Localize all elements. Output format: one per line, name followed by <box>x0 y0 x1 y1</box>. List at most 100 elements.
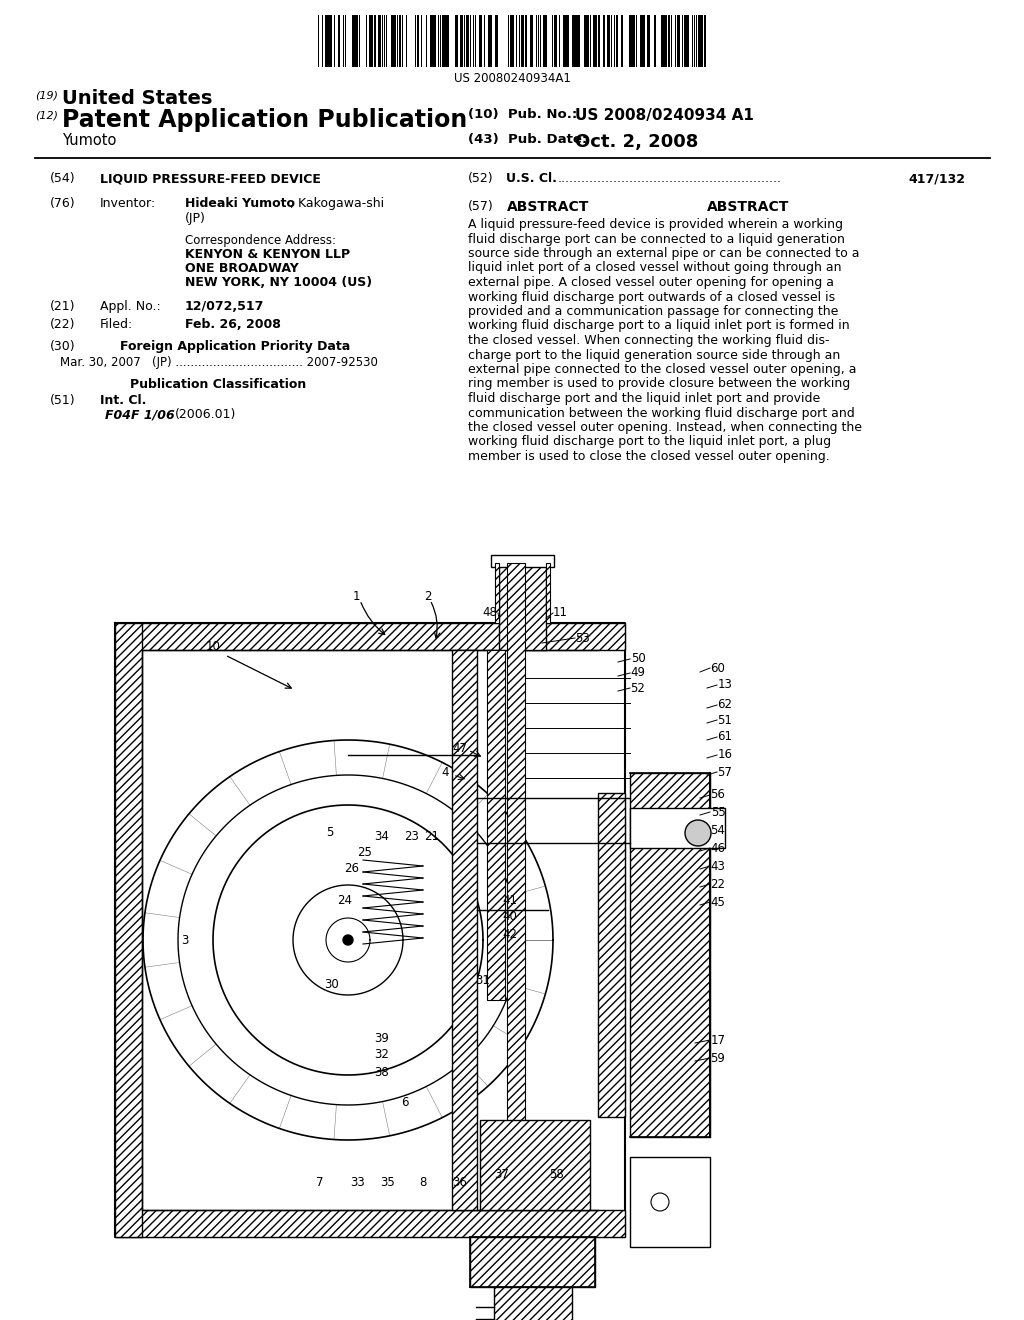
Bar <box>630 1158 710 1247</box>
Text: (54): (54) <box>50 172 76 185</box>
Text: 48: 48 <box>482 606 498 619</box>
Text: (76): (76) <box>50 197 76 210</box>
Bar <box>653 15 655 67</box>
Bar <box>358 15 360 67</box>
Text: 35: 35 <box>381 1176 395 1188</box>
Bar <box>466 15 469 67</box>
Text: (JP): (JP) <box>185 213 206 224</box>
Bar <box>115 623 625 649</box>
Bar <box>510 15 514 67</box>
Bar <box>402 15 403 67</box>
Bar <box>630 774 710 1137</box>
Bar <box>525 15 527 67</box>
Text: 47: 47 <box>453 742 468 755</box>
Bar <box>379 15 381 67</box>
Bar <box>479 15 482 67</box>
Text: 51: 51 <box>718 714 732 726</box>
Text: working fluid discharge port to a liquid inlet port is formed in: working fluid discharge port to a liquid… <box>468 319 850 333</box>
Bar <box>684 15 689 67</box>
Text: Yumoto: Yumoto <box>62 133 117 148</box>
Bar <box>529 15 534 67</box>
Text: 2: 2 <box>424 590 432 603</box>
Bar <box>543 15 547 67</box>
Text: 42: 42 <box>503 928 517 941</box>
Bar <box>598 793 625 1117</box>
Text: Hideaki Yumoto: Hideaki Yumoto <box>185 197 295 210</box>
Text: (57): (57) <box>468 201 494 213</box>
Text: working fluid discharge port outwards of a closed vessel is: working fluid discharge port outwards of… <box>468 290 836 304</box>
Bar <box>630 808 725 847</box>
Bar <box>495 564 499 623</box>
Text: (10)  Pub. No.:: (10) Pub. No.: <box>468 108 578 121</box>
Text: fluid discharge port and the liquid inlet port and provide: fluid discharge port and the liquid inle… <box>468 392 820 405</box>
Bar <box>115 623 142 1237</box>
Text: 61: 61 <box>718 730 732 743</box>
Text: external pipe. A closed vessel outer opening for opening a: external pipe. A closed vessel outer ope… <box>468 276 834 289</box>
Bar <box>598 15 600 67</box>
Text: fluid discharge port can be connected to a liquid generation: fluid discharge port can be connected to… <box>468 232 845 246</box>
Text: 39: 39 <box>375 1031 389 1044</box>
Text: Inventor:: Inventor: <box>100 197 156 210</box>
Text: (21): (21) <box>50 300 76 313</box>
Bar <box>488 15 493 67</box>
Text: 4: 4 <box>441 767 449 780</box>
Text: 54: 54 <box>711 824 725 837</box>
Bar <box>698 15 703 67</box>
Text: 59: 59 <box>711 1052 725 1064</box>
Bar <box>520 15 524 67</box>
Bar <box>470 1237 595 1287</box>
Text: 33: 33 <box>350 1176 366 1188</box>
Bar <box>593 15 597 67</box>
Bar <box>616 15 618 67</box>
Text: 36: 36 <box>453 1176 467 1188</box>
Text: 23: 23 <box>404 829 420 842</box>
Text: ABSTRACT: ABSTRACT <box>707 201 790 214</box>
Bar <box>584 15 589 67</box>
Text: member is used to close the closed vessel outer opening.: member is used to close the closed vesse… <box>468 450 829 463</box>
Circle shape <box>651 1193 669 1210</box>
Bar <box>338 15 340 67</box>
Text: 37: 37 <box>495 1168 509 1181</box>
Bar <box>487 649 505 1001</box>
Text: ring member is used to provide closure between the working: ring member is used to provide closure b… <box>468 378 850 391</box>
Text: 30: 30 <box>325 978 339 991</box>
Text: the closed vessel outer opening. Instead, when connecting the: the closed vessel outer opening. Instead… <box>468 421 862 434</box>
Bar <box>646 15 649 67</box>
Text: U.S. Cl.: U.S. Cl. <box>506 172 557 185</box>
Bar <box>705 15 707 67</box>
Bar <box>322 15 323 67</box>
Text: 45: 45 <box>711 895 725 908</box>
Text: (22): (22) <box>50 318 76 331</box>
Text: , Kakogawa-shi: , Kakogawa-shi <box>290 197 384 210</box>
Bar <box>540 15 541 67</box>
Text: (52): (52) <box>468 172 494 185</box>
Bar <box>621 15 623 67</box>
Text: Publication Classification: Publication Classification <box>130 378 306 391</box>
Bar <box>326 15 332 67</box>
Text: 16: 16 <box>718 748 732 762</box>
Bar <box>399 15 401 67</box>
Text: Patent Application Publication: Patent Application Publication <box>62 108 467 132</box>
Bar <box>640 15 645 67</box>
Text: working fluid discharge port to the liquid inlet port, a plug: working fluid discharge port to the liqu… <box>468 436 831 449</box>
Text: Int. Cl.: Int. Cl. <box>100 393 146 407</box>
Text: 26: 26 <box>344 862 359 874</box>
Bar <box>567 15 568 67</box>
Bar <box>394 15 396 67</box>
Text: (43)  Pub. Date:: (43) Pub. Date: <box>468 133 587 147</box>
Bar <box>483 15 485 67</box>
Text: 24: 24 <box>338 894 352 907</box>
Text: Foreign Application Priority Data: Foreign Application Priority Data <box>120 341 350 352</box>
Text: 62: 62 <box>718 698 732 711</box>
Text: Feb. 26, 2008: Feb. 26, 2008 <box>185 318 281 331</box>
Text: provided and a communication passage for connecting the: provided and a communication passage for… <box>468 305 839 318</box>
Text: 7: 7 <box>316 1176 324 1188</box>
Text: 1: 1 <box>352 590 359 603</box>
Text: 5: 5 <box>327 825 334 838</box>
Text: A liquid pressure-feed device is provided wherein a working: A liquid pressure-feed device is provide… <box>468 218 843 231</box>
Bar <box>629 15 635 67</box>
Text: 25: 25 <box>357 846 373 858</box>
Text: 3: 3 <box>181 933 188 946</box>
Text: liquid inlet port of a closed vessel without going through an: liquid inlet port of a closed vessel wit… <box>468 261 842 275</box>
Bar <box>562 15 566 67</box>
